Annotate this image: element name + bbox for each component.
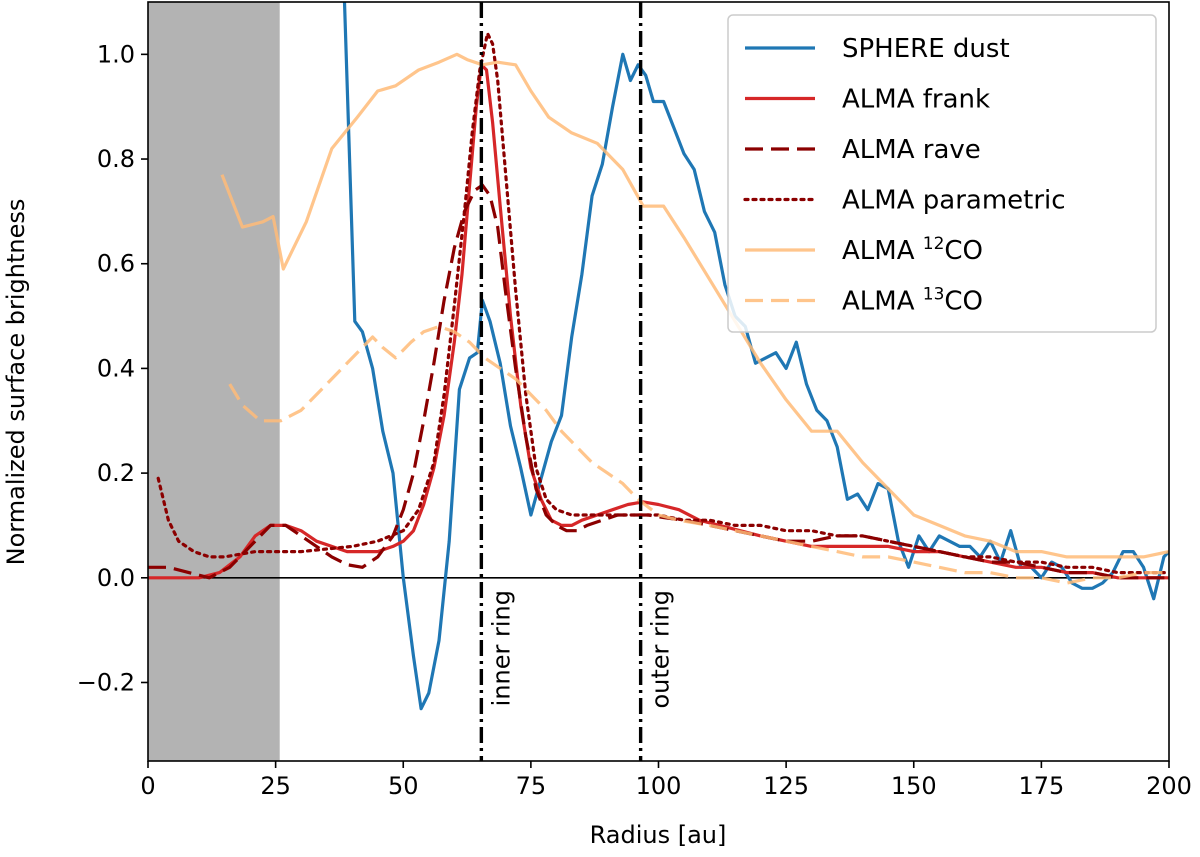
x-tick-label-6: 150 bbox=[891, 772, 937, 800]
x-tick-label-5: 125 bbox=[763, 772, 809, 800]
y-tick-label-4: 0.6 bbox=[97, 250, 135, 278]
y-axis-title: Normalized surface brightness bbox=[2, 199, 30, 566]
legend-label-5: ALMA 13CO bbox=[842, 285, 983, 317]
x-tick-label-7: 175 bbox=[1018, 772, 1064, 800]
ring-markers bbox=[479, 2, 643, 761]
legend-label-4: ALMA 12CO bbox=[842, 234, 983, 266]
legend-label-1: ALMA frank bbox=[842, 85, 990, 115]
series-group bbox=[148, 2, 1169, 711]
y-tick-label-1: 0.0 bbox=[97, 564, 135, 592]
legend-label-0: SPHERE dust bbox=[842, 34, 1010, 64]
x-tick-label-8: 200 bbox=[1146, 772, 1192, 800]
legend: SPHERE dust ALMA frank ALMA rave ALMA param… bbox=[727, 14, 1157, 333]
y-axis: −0.2 0.0 0.2 0.4 0.6 0.8 1.0 bbox=[77, 40, 148, 696]
x-axis-title: Radius [au] bbox=[590, 821, 727, 849]
ring-label-1: outer ring bbox=[647, 590, 675, 709]
shaded-region bbox=[148, 2, 280, 761]
legend-label-2: ALMA rave bbox=[842, 135, 981, 165]
y-tick-label-2: 0.2 bbox=[97, 459, 135, 487]
y-tick-label-6: 1.0 bbox=[97, 40, 135, 68]
x-tick-label-2: 50 bbox=[388, 772, 419, 800]
y-tick-label-5: 0.8 bbox=[97, 145, 135, 173]
ring-annotations: inner ring outer ring bbox=[487, 590, 674, 709]
legend-label-3: ALMA parametric bbox=[842, 186, 1066, 216]
y-tick-label-3: 0.4 bbox=[97, 354, 135, 382]
series-line-4 bbox=[220, 52, 1169, 559]
x-tick-label-3: 75 bbox=[516, 772, 547, 800]
series-line-3 bbox=[156, 31, 1169, 575]
x-tick-label-0: 0 bbox=[140, 772, 155, 800]
legend-box bbox=[727, 14, 1157, 333]
y-tick-label-0: −0.2 bbox=[77, 668, 135, 696]
x-tick-label-1: 25 bbox=[260, 772, 291, 800]
x-tick-label-4: 100 bbox=[636, 772, 682, 800]
inner-region-shade bbox=[148, 2, 280, 761]
x-axis: 0 25 50 75 100 125 150 175 200 bbox=[140, 761, 1192, 800]
ring-label-0: inner ring bbox=[487, 590, 515, 706]
series-line-5 bbox=[228, 324, 1169, 585]
